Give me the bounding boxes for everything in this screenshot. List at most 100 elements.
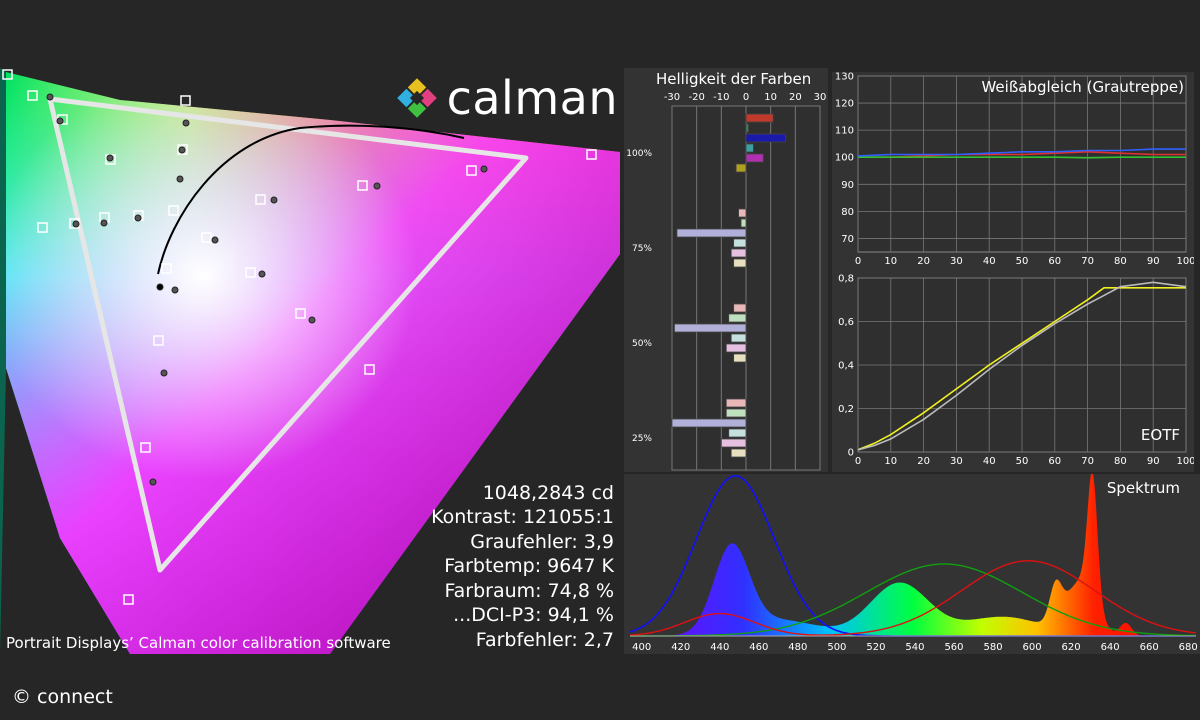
dci-p3-triangle [47,96,529,573]
white-svg-ytick: 70 [841,234,854,245]
spectrum-xtick: 560 [944,642,963,653]
brightness-bar [745,143,754,153]
brightness-xtick: 20 [789,92,802,103]
spectrum-xtick: 540 [905,642,924,653]
cie-caption: Portrait Displays’ Calman color calibrat… [6,634,391,652]
spectrum-xtick: 580 [983,642,1002,653]
eotf-svg-xtick: 70 [1081,456,1094,467]
brightness-bar [738,208,747,218]
brightness-bar [733,238,747,248]
calman-logo-icon [396,78,437,118]
whitebalance-panel: 130 120 110 100 90 80 70 0 10 20 30 40 50 60 70 80 90 100… [832,72,1196,272]
white-svg-ytick: 100 [835,153,854,164]
brightness-ylabel: 75% [632,244,652,254]
eotf-svg-xtick: 10 [884,456,897,467]
stat-gray-error: Graufehler: 3,9 [470,530,614,553]
whitebalance-title: Weißabgleich (Grautreppe) [981,78,1184,96]
measurement-stats: 1048,2843 cd Kontrast: 121055:1 Graufehl… [431,481,614,653]
spectrum-xtick: 660 [1140,642,1159,653]
spectrum-xtick: 620 [1062,642,1081,653]
spectrum-panel: 400 420 440 460 480 500 520 540 560 580 600 620 640 6… [624,471,1200,654]
spectrum-measured-area [630,471,1196,636]
brightness-bar [674,323,747,333]
brightness-panel: Helligkeit der Farben -30 -20 -10 0 10 20 30 10… [624,68,828,472]
brightness-bar [740,218,747,228]
brightness-xtick: 0 [743,92,749,103]
spectrum-xtick: 460 [749,642,768,653]
brightness-ylabel: 100% [626,149,652,159]
calman-logo: calman [393,74,618,122]
measured-points [46,93,488,486]
white-svg-ytick: 80 [841,207,854,218]
brightness-ylabel: 25% [632,434,652,444]
eotf-svg-xtick: 60 [1048,456,1061,467]
white-svg-xtick: 70 [1081,256,1094,267]
white-svg-ytick: 90 [841,180,854,191]
brightness-bar [745,123,749,133]
brightness-bar [733,353,747,363]
brightness-ylabel: 50% [632,339,652,349]
planckian-locus [157,124,465,275]
eotf-svg-xtick: 90 [1147,456,1160,467]
eotf-panel: 0,8 0,6 0,4 0,2 0 0 10 20 30 40 50 60 70 80 90 100 EOTF [832,272,1196,472]
brightness-bar [720,438,747,448]
brightness-bar [725,408,747,418]
spectrum-xtick: 680 [1179,642,1198,653]
copyright-notice: © connect [12,686,113,708]
brightness-bar [676,228,747,238]
eotf-svg-xtick: 30 [950,456,963,467]
brightness-bar [730,448,747,458]
stat-contrast: Kontrast: 121055:1 [431,506,614,528]
spectrum-xtick: 520 [866,642,885,653]
white-svg-ytick: 110 [835,126,854,137]
stat-luminance: 1048,2843 cd [482,481,614,504]
brightness-bar [725,398,747,408]
white-svg-xtick: 0 [855,256,861,267]
stat-color-temp: Farbtemp: 9647 K [444,555,614,577]
eotf-chart: 0,8 0,6 0,4 0,2 00 10 20 30 40 50 60 70 80 90 100 EOTF [838,274,1195,468]
eotf-svg-xtick: 80 [1114,456,1127,467]
white-svg-xtick: 40 [983,256,996,267]
brightness-bar [735,163,747,173]
brightness-xtick: 30 [814,92,827,103]
spectrum-xtick: 640 [1101,642,1120,653]
eotf-svg-xtick: 50 [1016,456,1029,467]
eotf-svg-ytick: 0 [848,448,854,459]
brightness-bar [728,428,747,438]
eotf-svg-xtick: 40 [983,456,996,467]
cie-diagram: calman 1048,2843 cd Kontrast: 121055:1 G… [0,68,620,654]
white-svg-xtick: 80 [1114,256,1127,267]
stat-color-error: Farbfehler: 2,7 [475,628,614,651]
white-svg-ytick: 130 [835,72,854,83]
eotf-svg-ytick: 0,2 [838,404,854,415]
white-svg-series-line [858,150,1186,158]
eotf-svg-xtick: 20 [917,456,930,467]
spectrum-xtick: 400 [632,642,651,653]
brightness-bar [733,258,747,268]
brightness-xtick: -30 [664,92,680,103]
white-svg-xtick: 90 [1147,256,1160,267]
cie-svg [0,68,620,654]
white-svg-xtick: 20 [917,256,930,267]
brightness-bar [745,153,764,163]
brightness-title: Helligkeit der Farben [656,70,812,88]
spectrum-xtick: 480 [788,642,807,653]
eotf-svg-ytick: 0,8 [838,274,854,285]
eotf-svg-ytick: 0,4 [838,361,854,372]
spectrum-green-curve [630,563,1196,637]
white-svg-series-line [857,148,1186,157]
spectrum-chart: 400 420 440 460 480 500 520 540 560 580 600 620 640 6… [629,471,1198,653]
eotf-svg-xtick: 100 [1176,456,1194,467]
spectrum-title: Spektrum [1107,479,1180,497]
spectrum-xtick: 440 [710,642,729,653]
stat-dci-p3: ...DCI-P3: 94,1 % [453,604,614,626]
brightness-xtick: -20 [688,92,704,103]
spectrum-xtick: 600 [1023,642,1042,653]
eotf-svg-xtick: 0 [855,456,861,467]
white-svg-xtick: 60 [1048,256,1061,267]
eotf-svg-series-line [857,287,1186,451]
calman-logo-text: calman [446,71,618,125]
white-svg-xtick: 50 [1016,256,1029,267]
white-svg-xtick: 10 [884,256,897,267]
